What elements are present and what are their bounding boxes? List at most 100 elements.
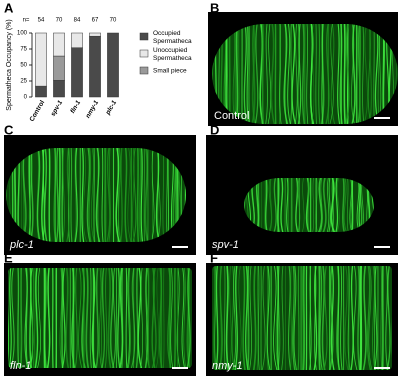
actin-fiber bbox=[320, 24, 325, 124]
actin-fiber bbox=[373, 24, 375, 124]
actin-fiber bbox=[248, 266, 252, 370]
actin-fiber bbox=[82, 148, 88, 242]
actin-fiber bbox=[246, 24, 250, 124]
actin-fiber bbox=[380, 266, 383, 370]
x-tick-label: plc-1 bbox=[104, 99, 118, 117]
n-value: 54 bbox=[38, 18, 45, 24]
actin-fiber bbox=[289, 24, 293, 124]
actin-fiber bbox=[225, 266, 230, 370]
actin-fiber bbox=[321, 266, 326, 370]
actin-fiber bbox=[101, 148, 104, 242]
actin-fiber bbox=[109, 268, 115, 368]
actin-fiber bbox=[223, 266, 226, 370]
image-caption: spv-1 bbox=[212, 239, 239, 251]
actin-fiber bbox=[65, 268, 70, 368]
bar-segment bbox=[89, 35, 101, 98]
actin-fiber bbox=[151, 148, 153, 242]
micrograph bbox=[8, 268, 192, 368]
actin-fiber bbox=[291, 24, 297, 124]
actin-fiber bbox=[104, 148, 107, 242]
actin-fiber bbox=[144, 268, 149, 368]
actin-fiber bbox=[9, 268, 15, 368]
panel-label: A bbox=[4, 0, 14, 15]
actin-fiber bbox=[88, 148, 92, 242]
actin-fiber bbox=[284, 24, 288, 124]
actin-fiber bbox=[107, 268, 112, 368]
actin-fiber bbox=[350, 266, 354, 370]
image-caption: plc-1 bbox=[9, 239, 34, 251]
x-tick-label: fln-1 bbox=[69, 99, 82, 115]
actin-fiber bbox=[100, 268, 106, 368]
actin-fiber bbox=[124, 148, 129, 242]
actin-fiber bbox=[385, 266, 389, 370]
actin-fiber bbox=[310, 24, 315, 124]
actin-fiber bbox=[372, 266, 377, 370]
actin-fiber bbox=[104, 268, 108, 368]
actin-fiber bbox=[61, 148, 65, 242]
actin-fiber bbox=[295, 178, 300, 232]
actin-fiber bbox=[61, 148, 64, 242]
bar-segment bbox=[89, 32, 101, 37]
actin-fiber bbox=[138, 148, 143, 242]
actin-fiber bbox=[43, 268, 48, 368]
actin-fiber bbox=[98, 268, 103, 368]
actin-fiber bbox=[368, 266, 373, 370]
actin-fiber bbox=[302, 266, 306, 370]
actin-fiber bbox=[108, 148, 111, 242]
actin-fiber bbox=[218, 266, 223, 370]
actin-fiber bbox=[213, 266, 217, 370]
actin-fiber bbox=[286, 178, 290, 232]
actin-fiber bbox=[266, 266, 270, 370]
actin-fiber bbox=[78, 268, 83, 368]
actin-fiber bbox=[121, 268, 124, 368]
actin-fiber bbox=[308, 266, 312, 370]
actin-fiber bbox=[293, 266, 298, 370]
actin-fiber bbox=[357, 266, 361, 370]
actin-fiber bbox=[118, 268, 124, 368]
actin-fiber bbox=[289, 266, 292, 370]
y-tick-label: 100 bbox=[17, 31, 28, 37]
actin-fiber bbox=[359, 266, 361, 370]
actin-fiber bbox=[70, 148, 73, 242]
actin-fiber bbox=[42, 148, 45, 242]
actin-fiber bbox=[167, 148, 170, 242]
actin-fiber bbox=[185, 268, 191, 368]
actin-fiber bbox=[359, 266, 363, 370]
y-tick-label: 25 bbox=[20, 79, 27, 85]
actin-fiber bbox=[25, 268, 29, 368]
actin-fiber bbox=[19, 268, 23, 368]
actin-fiber bbox=[264, 24, 268, 124]
actin-fiber bbox=[359, 24, 362, 124]
actin-fiber bbox=[310, 24, 314, 124]
actin-fiber bbox=[331, 178, 335, 232]
y-tick-label: 50 bbox=[20, 63, 27, 69]
actin-fiber bbox=[144, 148, 149, 242]
panel-label: C bbox=[4, 122, 14, 137]
actin-fiber bbox=[55, 148, 59, 242]
actin-fiber bbox=[340, 266, 343, 370]
actin-fiber bbox=[319, 178, 323, 232]
actin-fiber bbox=[170, 268, 174, 368]
y-tick-label: 75 bbox=[20, 47, 27, 53]
actin-fiber bbox=[151, 268, 157, 368]
actin-fiber bbox=[111, 268, 116, 368]
actin-fiber bbox=[287, 24, 292, 124]
cell-body bbox=[6, 148, 186, 242]
actin-fiber bbox=[242, 266, 247, 370]
x-tick-label: nmy-1 bbox=[85, 99, 101, 119]
actin-fiber bbox=[48, 148, 51, 242]
actin-fiber bbox=[215, 266, 219, 370]
actin-fiber bbox=[234, 266, 238, 370]
actin-fiber bbox=[315, 24, 318, 124]
legend-label: Small piece bbox=[153, 68, 187, 75]
actin-fiber bbox=[280, 178, 285, 232]
actin-fiber bbox=[344, 24, 350, 124]
actin-fiber bbox=[34, 268, 37, 368]
actin-fiber bbox=[294, 24, 298, 124]
actin-fiber bbox=[183, 268, 187, 368]
x-tick-label: spv-1 bbox=[50, 99, 65, 118]
y-axis-label: Spermatheca Occupancy (%) bbox=[6, 19, 13, 110]
actin-fiber bbox=[266, 266, 271, 370]
micrograph bbox=[244, 178, 374, 232]
image-caption: fln-1 bbox=[10, 360, 31, 372]
